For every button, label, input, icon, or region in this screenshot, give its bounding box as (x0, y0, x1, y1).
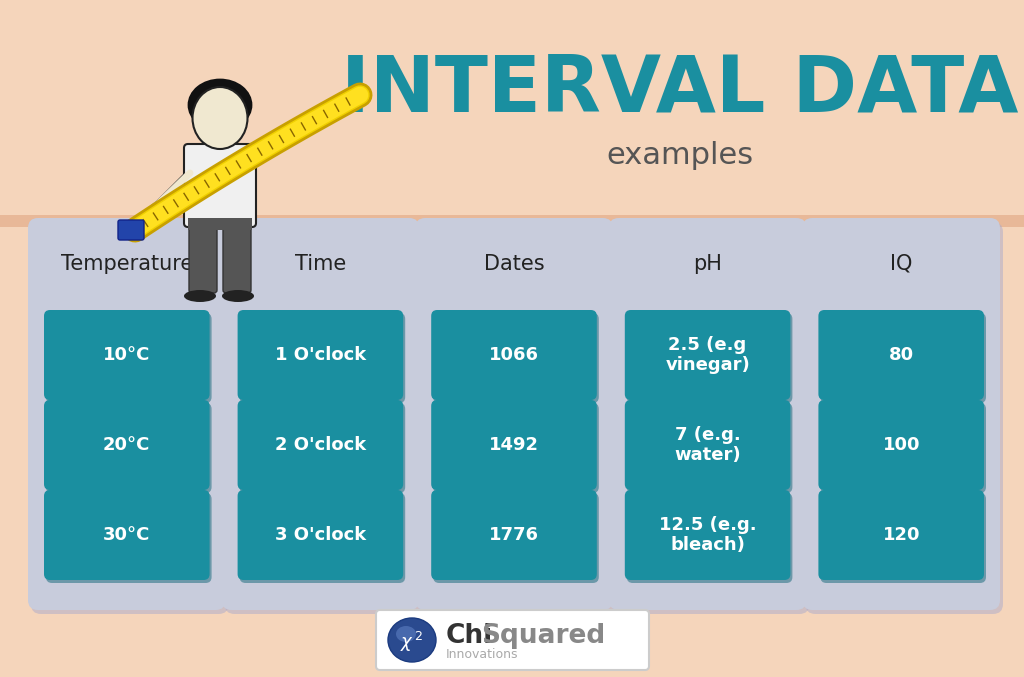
FancyBboxPatch shape (238, 490, 403, 580)
FancyBboxPatch shape (240, 493, 406, 583)
FancyBboxPatch shape (820, 313, 986, 403)
FancyBboxPatch shape (46, 403, 212, 493)
Ellipse shape (184, 290, 216, 302)
FancyBboxPatch shape (818, 310, 984, 400)
FancyBboxPatch shape (415, 218, 612, 610)
FancyBboxPatch shape (625, 490, 791, 580)
FancyBboxPatch shape (818, 490, 984, 580)
FancyBboxPatch shape (433, 403, 599, 493)
Text: Squared: Squared (481, 623, 605, 649)
Text: 20°C: 20°C (103, 436, 151, 454)
Text: 1 O'clock: 1 O'clock (274, 346, 366, 364)
FancyBboxPatch shape (224, 222, 422, 614)
FancyBboxPatch shape (44, 400, 210, 490)
Text: 1066: 1066 (489, 346, 539, 364)
FancyBboxPatch shape (376, 610, 649, 670)
Bar (0, 215, 1024, 227)
Text: Dates: Dates (483, 254, 545, 274)
FancyBboxPatch shape (188, 218, 252, 230)
Ellipse shape (189, 80, 251, 130)
FancyBboxPatch shape (238, 400, 403, 490)
FancyBboxPatch shape (820, 403, 986, 493)
FancyBboxPatch shape (31, 222, 228, 614)
Text: $\chi^{\,2}$: $\chi^{\,2}$ (400, 630, 424, 654)
Ellipse shape (193, 87, 248, 149)
FancyBboxPatch shape (223, 222, 251, 293)
FancyBboxPatch shape (625, 310, 791, 400)
Text: 12.5 (e.g.
bleach): 12.5 (e.g. bleach) (658, 516, 757, 554)
Ellipse shape (222, 290, 254, 302)
Text: pH: pH (693, 254, 722, 274)
Text: 100: 100 (883, 436, 920, 454)
Text: Innovations: Innovations (446, 647, 518, 661)
FancyBboxPatch shape (221, 218, 419, 610)
Text: 80: 80 (889, 346, 913, 364)
Text: 30°C: 30°C (103, 526, 151, 544)
Ellipse shape (396, 626, 416, 642)
Text: 3 O'clock: 3 O'clock (274, 526, 366, 544)
Text: 2 O'clock: 2 O'clock (274, 436, 366, 454)
FancyBboxPatch shape (627, 313, 793, 403)
FancyBboxPatch shape (433, 493, 599, 583)
FancyBboxPatch shape (431, 310, 597, 400)
FancyBboxPatch shape (189, 222, 217, 293)
FancyBboxPatch shape (433, 313, 599, 403)
FancyBboxPatch shape (611, 222, 809, 614)
FancyBboxPatch shape (44, 310, 210, 400)
Text: 7 (e.g.
water): 7 (e.g. water) (674, 426, 741, 464)
Text: 10°C: 10°C (103, 346, 151, 364)
Text: examples: examples (606, 141, 754, 169)
FancyBboxPatch shape (431, 490, 597, 580)
FancyBboxPatch shape (240, 313, 406, 403)
FancyBboxPatch shape (820, 493, 986, 583)
Text: IQ: IQ (890, 254, 912, 274)
FancyBboxPatch shape (625, 400, 791, 490)
Text: Chi: Chi (446, 623, 494, 649)
FancyBboxPatch shape (627, 403, 793, 493)
Text: INTERVAL DATA: INTERVAL DATA (341, 52, 1019, 128)
FancyBboxPatch shape (184, 144, 256, 227)
FancyBboxPatch shape (44, 490, 210, 580)
FancyBboxPatch shape (431, 400, 597, 490)
FancyBboxPatch shape (28, 218, 225, 610)
FancyBboxPatch shape (806, 222, 1002, 614)
FancyBboxPatch shape (46, 493, 212, 583)
Text: Time: Time (295, 254, 346, 274)
FancyBboxPatch shape (818, 400, 984, 490)
FancyBboxPatch shape (803, 218, 1000, 610)
FancyBboxPatch shape (609, 218, 807, 610)
FancyBboxPatch shape (46, 313, 212, 403)
Ellipse shape (388, 618, 436, 662)
FancyBboxPatch shape (238, 310, 403, 400)
Text: 1492: 1492 (489, 436, 539, 454)
FancyBboxPatch shape (627, 493, 793, 583)
Text: 1776: 1776 (489, 526, 539, 544)
FancyBboxPatch shape (118, 220, 144, 240)
Text: 120: 120 (883, 526, 920, 544)
Text: 2.5 (e.g
vinegar): 2.5 (e.g vinegar) (666, 336, 750, 374)
Text: Temperature: Temperature (60, 254, 193, 274)
FancyBboxPatch shape (418, 222, 615, 614)
FancyBboxPatch shape (240, 403, 406, 493)
